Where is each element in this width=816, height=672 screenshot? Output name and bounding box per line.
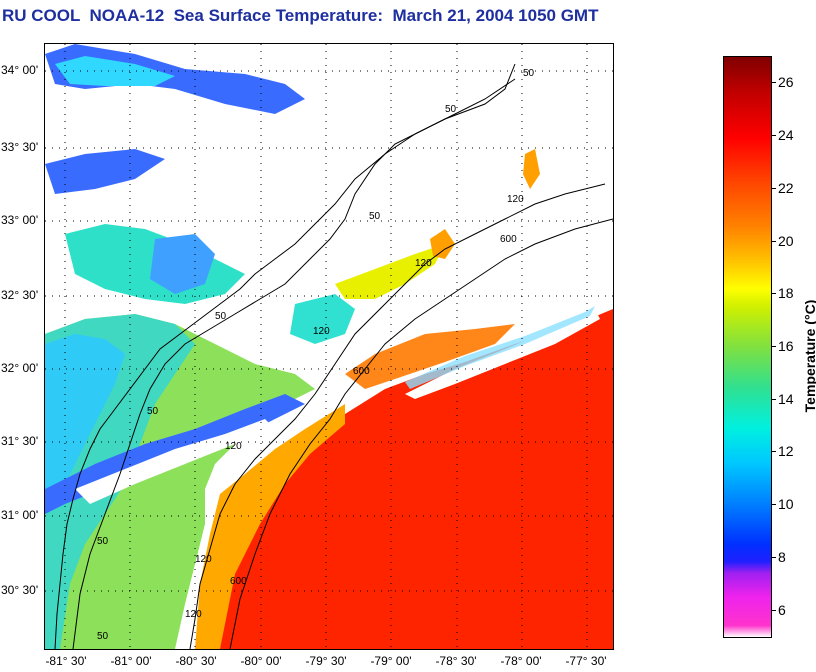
colorbar-tick-mark (771, 451, 776, 453)
colorbar-tick-mark (771, 187, 776, 189)
lon-label: -77° 30' (565, 654, 607, 668)
colorbar-tick-label: 8 (778, 548, 786, 565)
lat-label: 30° 30' (1, 583, 39, 597)
contour-label: 50 (215, 311, 227, 322)
contour-label: 120 (225, 441, 242, 452)
contour-label: 50 (147, 406, 159, 417)
lon-label: -79° 30' (305, 654, 347, 668)
small-orange-patch (523, 149, 540, 189)
contour-label: 600 (353, 366, 370, 377)
coastline (54, 63, 516, 649)
lat-label: 32° 00' (1, 361, 39, 375)
lon-label: -78° 30' (435, 654, 477, 668)
colorbar-tick-label: 22 (778, 179, 794, 196)
sst-map[interactable]: 50 50 50 50 50 50 120 120 120 120 120 60… (44, 43, 614, 650)
contour-label: 120 (185, 609, 202, 620)
colorbar-tick-label: 14 (778, 390, 794, 407)
colorbar-tick-label: 20 (778, 232, 794, 249)
contour-label: 120 (313, 326, 330, 337)
colorbar-tick-label: 16 (778, 338, 794, 354)
figure-title: RU COOL NOAA-12 Sea Surface Temperature:… (2, 6, 599, 25)
colorbar-tick-label: 18 (778, 285, 794, 302)
lon-label: -78° 00' (500, 654, 542, 668)
lat-label: 32° 30' (1, 288, 39, 302)
colorbar-tick-label: 12 (778, 443, 794, 460)
gulf-stream-region (205, 309, 613, 649)
contour-label: 50 (97, 536, 109, 547)
colorbar-tick-label: 6 (778, 601, 786, 618)
colorbar-tick-mark (771, 293, 776, 295)
contour-label: 50 (369, 211, 381, 222)
lat-label: 34° 00' (1, 63, 39, 77)
northwest-cold-patch (45, 149, 165, 194)
lon-label: -80° 30' (175, 654, 217, 668)
colorbar-tick-label: 24 (778, 127, 794, 144)
colorbar-tick-mark (771, 346, 776, 347)
contour-label: 50 (97, 631, 109, 642)
contour-label: 50 (445, 104, 457, 115)
cyan-patch (290, 294, 355, 344)
mid-cold-patch-2 (150, 234, 215, 294)
contour-label: 120 (507, 194, 524, 205)
lon-label: -81° 00' (110, 654, 152, 668)
contour-labels: 50 50 50 50 50 50 120 120 120 120 120 60… (97, 68, 535, 642)
lon-label: -81° 30' (45, 654, 87, 668)
orange-patch (430, 229, 455, 259)
colorbar-tick-mark (771, 609, 776, 611)
contour-120 (189, 183, 606, 649)
temperature-colorbar (723, 56, 772, 638)
colorbar-tick-mark (771, 135, 776, 137)
nearshore-water (45, 334, 125, 514)
colorbar-tick-mark (771, 82, 776, 84)
colorbar-tick-label: 10 (778, 496, 794, 513)
sst-map-canvas: 50 50 50 50 50 50 120 120 120 120 120 60… (45, 44, 613, 649)
colorbar-tick-mark (771, 398, 776, 400)
contour-label: 120 (415, 258, 432, 269)
contour-600 (229, 218, 613, 649)
warm-shelf-edge (345, 324, 515, 389)
contour-label: 600 (230, 576, 247, 587)
contour-label: 50 (523, 68, 535, 79)
contour-label: 120 (195, 554, 212, 565)
lat-label: 31° 00' (1, 508, 39, 522)
colorbar-tick-mark (771, 504, 776, 506)
lat-label: 31° 30' (1, 434, 39, 448)
lat-label: 33° 30' (1, 140, 39, 154)
yellow-patch (335, 244, 445, 299)
colorbar-title: Temperature (°C) (802, 299, 816, 413)
lon-label: -80° 00' (240, 654, 282, 668)
contour-50 (72, 78, 516, 649)
offshore-cold-streak (405, 306, 595, 389)
lon-label: -79° 00' (370, 654, 412, 668)
colorbar-tick-label: 26 (778, 74, 794, 91)
cloud-streak (75, 419, 275, 504)
graticule (45, 44, 613, 649)
colorbar-tick-mark (771, 556, 776, 558)
warm-shelf-water (195, 404, 345, 649)
lat-label: 33° 00' (1, 213, 39, 227)
colorbar-tick-mark (771, 240, 776, 242)
contour-label: 600 (500, 234, 517, 245)
